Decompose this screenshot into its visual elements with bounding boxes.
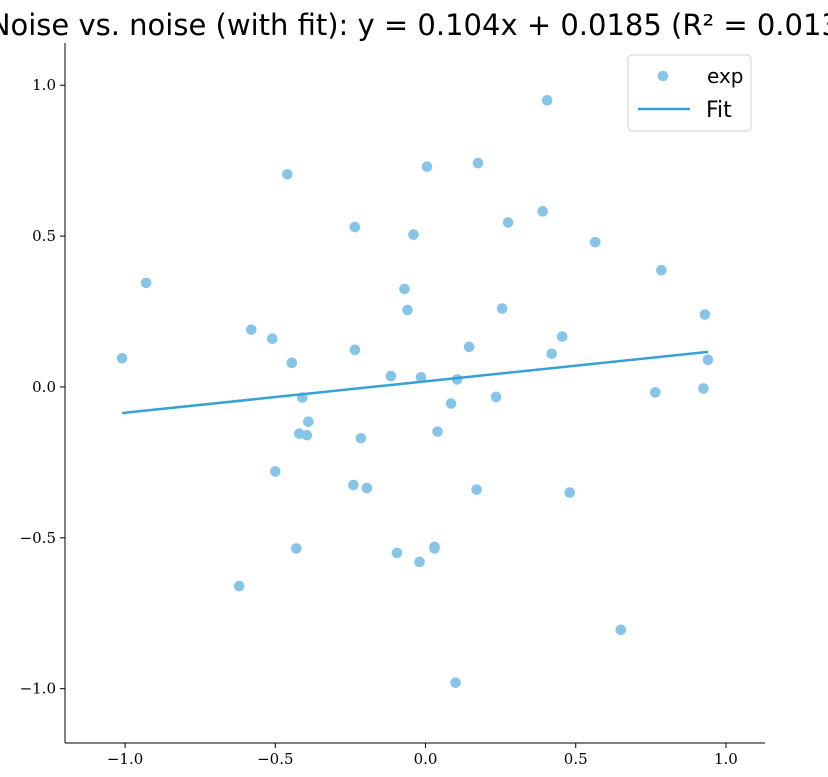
data-point <box>472 157 484 169</box>
legend: exp Fit <box>627 54 752 132</box>
data-point <box>615 624 627 636</box>
data-point <box>282 168 293 180</box>
y-tick-label: 1.0 <box>32 76 56 94</box>
data-point <box>391 547 403 559</box>
data-point <box>245 324 257 335</box>
y-tick-label: −1.0 <box>20 680 56 698</box>
x-tick-label: −0.5 <box>257 750 293 768</box>
data-point <box>490 391 502 403</box>
data-point <box>233 580 245 592</box>
legend-marker-exp <box>657 70 669 82</box>
data-point <box>656 264 667 276</box>
data-point <box>270 466 281 477</box>
x-tick-label: −1.0 <box>107 750 143 768</box>
data-point <box>415 372 427 383</box>
data-point <box>463 341 475 353</box>
data-point <box>421 161 433 173</box>
data-point <box>286 357 298 369</box>
data-point <box>402 304 413 316</box>
y-tick-label: 0.5 <box>32 227 56 245</box>
data-point <box>556 331 568 342</box>
data-point <box>450 677 461 688</box>
y-tick-label: −0.5 <box>20 529 56 547</box>
data-point <box>471 484 482 495</box>
x-tick-label: 1.0 <box>714 750 738 768</box>
x-tick-label: 0.0 <box>414 750 438 768</box>
data-point <box>698 383 709 394</box>
data-point <box>140 277 152 289</box>
data-point <box>349 221 361 233</box>
legend-label-exp: exp <box>707 64 743 88</box>
data-point <box>429 541 440 553</box>
x-tick-label: 0.5 <box>564 750 588 768</box>
data-point <box>537 206 548 217</box>
data-point <box>116 353 128 364</box>
data-point <box>699 309 711 320</box>
data-point <box>702 354 714 366</box>
data-point <box>266 333 278 344</box>
data-point <box>348 479 359 491</box>
data-point <box>589 236 601 248</box>
legend-label-fit: Fit <box>706 98 732 123</box>
data-point <box>650 387 661 398</box>
data-point <box>564 487 576 498</box>
data-point <box>301 429 313 441</box>
fit-line <box>121 350 709 415</box>
data-point <box>385 370 397 382</box>
data-point <box>432 426 443 437</box>
data-point <box>445 398 457 409</box>
chart-title: Noise vs. noise (with fit): y = 0.104x +… <box>0 8 828 42</box>
data-point <box>291 543 302 554</box>
plot-area <box>116 95 714 688</box>
data-point <box>303 416 314 427</box>
axes: −1.0 −0.5 0.0 0.5 1.0 −1.0 −0.5 0.0 0.5 1.0 <box>20 43 765 768</box>
data-point <box>502 217 514 228</box>
data-point <box>399 283 410 295</box>
y-tick-label: 0.0 <box>32 378 56 396</box>
data-point <box>408 229 419 240</box>
data-point <box>496 303 508 314</box>
data-point <box>349 344 361 356</box>
data-point <box>361 482 373 494</box>
data-point <box>414 556 425 568</box>
data-point <box>546 348 557 360</box>
data-point <box>541 95 553 106</box>
data-point <box>355 432 367 444</box>
